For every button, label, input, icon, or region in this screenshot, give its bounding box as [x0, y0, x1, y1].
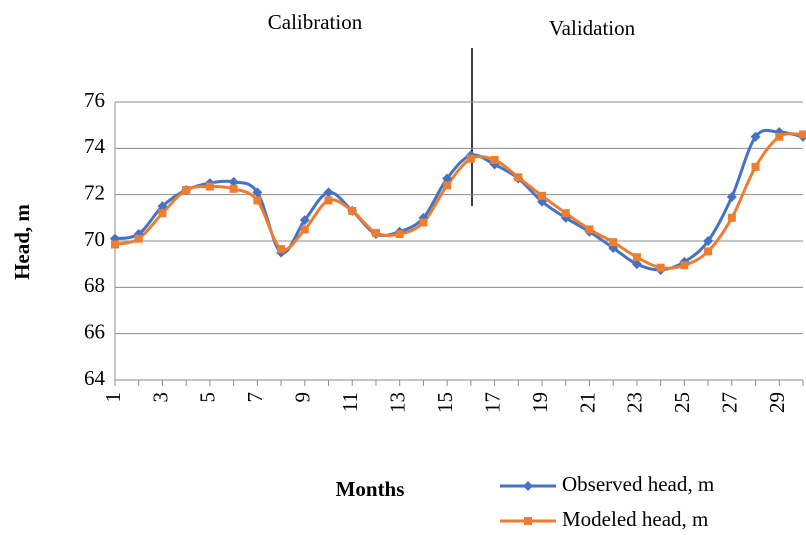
- marker: [157, 201, 168, 212]
- series-line: [114, 128, 804, 272]
- marker: [656, 263, 665, 272]
- x-tick-label: 15: [433, 392, 457, 413]
- series-line: [114, 132, 804, 270]
- x-tick-label: 21: [575, 392, 599, 413]
- x-tick-label: 1: [101, 392, 125, 403]
- marker: [703, 236, 714, 246]
- marker: [111, 240, 119, 249]
- marker: [300, 225, 309, 234]
- marker: [205, 182, 214, 191]
- x-axis-label: Months: [336, 477, 405, 501]
- marker: [253, 196, 262, 205]
- marker: [751, 162, 760, 171]
- annotation: Validation: [549, 16, 636, 40]
- x-tick-label: 11: [338, 392, 362, 412]
- x-tick-label: 19: [528, 392, 552, 413]
- marker: [514, 173, 523, 182]
- marker: [466, 154, 475, 163]
- marker: [490, 155, 499, 164]
- marker: [323, 187, 334, 198]
- y-tick-label: 66: [84, 319, 105, 343]
- marker: [750, 131, 761, 142]
- marker: [134, 234, 143, 243]
- x-tick-label: 3: [148, 392, 172, 403]
- marker: [585, 225, 594, 234]
- marker: [632, 253, 641, 262]
- x-tick-label: 13: [386, 392, 410, 413]
- marker: [228, 176, 239, 187]
- marker: [252, 187, 263, 198]
- marker: [609, 238, 618, 247]
- marker: [182, 186, 191, 195]
- x-tick-label: 7: [243, 392, 267, 403]
- y-tick-label: 64: [84, 366, 106, 390]
- annotation: Calibration: [268, 10, 363, 34]
- y-tick-label: 72: [84, 180, 105, 204]
- marker: [775, 132, 784, 141]
- marker: [158, 209, 167, 218]
- y-tick-label: 74: [84, 134, 106, 158]
- marker: [727, 213, 736, 222]
- marker: [726, 191, 737, 202]
- marker: [538, 191, 547, 200]
- marker: [299, 215, 310, 226]
- marker: [442, 173, 453, 184]
- y-tick-label: 68: [84, 273, 105, 297]
- x-tick-label: 9: [291, 392, 315, 403]
- y-tick-label: 70: [84, 227, 105, 251]
- marker: [443, 181, 452, 190]
- marker: [395, 230, 404, 239]
- x-tick-label: 5: [196, 392, 220, 403]
- marker: [419, 218, 428, 227]
- x-tick-label: 23: [623, 392, 647, 413]
- marker: [277, 245, 286, 254]
- marker: [561, 209, 570, 218]
- marker: [523, 481, 533, 491]
- marker: [371, 228, 380, 237]
- x-tick-label: 25: [670, 392, 694, 413]
- marker: [631, 259, 642, 270]
- marker: [680, 261, 689, 270]
- x-tick-label: 17: [480, 392, 504, 413]
- marker: [799, 130, 806, 139]
- y-tick-label: 76: [84, 88, 105, 112]
- marker: [704, 247, 713, 256]
- x-tick-label: 27: [718, 392, 742, 413]
- y-axis-label: Head, m: [10, 204, 34, 280]
- marker: [524, 517, 532, 525]
- legend-label: Modeled head, m: [562, 507, 708, 531]
- marker: [324, 196, 333, 205]
- legend-label: Observed head, m: [562, 472, 714, 496]
- x-tick-label: 29: [765, 392, 789, 413]
- marker: [348, 206, 357, 215]
- marker: [229, 184, 238, 193]
